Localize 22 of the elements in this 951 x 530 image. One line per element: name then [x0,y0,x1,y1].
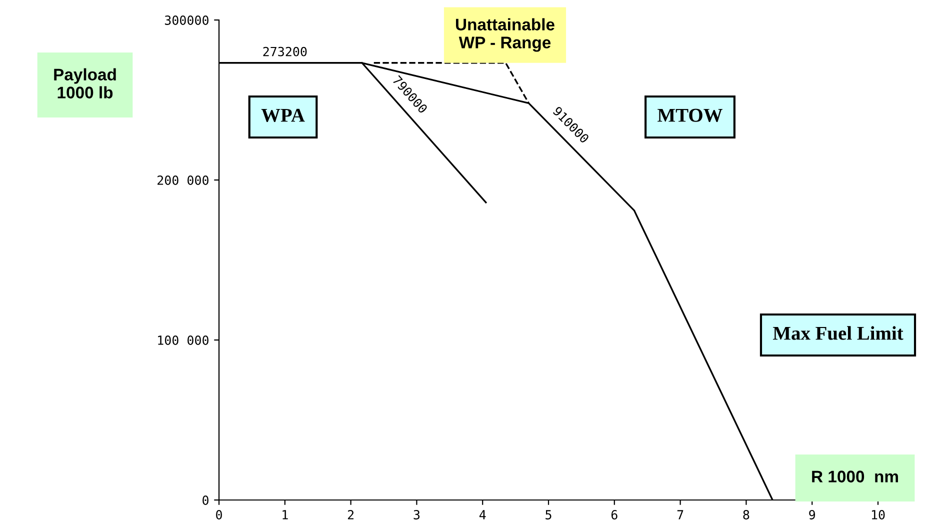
x-tick-label: 8 [743,510,750,520]
annotation: WPA [261,108,305,122]
x-tick-label: 3 [414,510,420,520]
x-axis-title: R 1000 nm [812,470,898,482]
y-tick-label: 200 000 [158,176,208,185]
y-tick-label: 300000 [164,16,208,25]
annotation: Unattainable WP - Range [456,18,554,52]
x-tick-label: 4 [479,510,486,520]
x-tick-label: 2 [348,510,354,520]
x-tick-label: 9 [809,510,816,520]
y-tick-label: 100 000 [158,336,208,345]
x-tick-label: 6 [611,510,618,520]
x-tick-label: 7 [677,510,684,520]
y-tick-label: 0 [202,496,208,505]
x-tick-label: 1 [282,510,288,520]
annotation: 273200 [263,46,307,56]
y-axis-title: Payload 1000 lb [54,68,116,98]
x-tick-label: 10 [872,510,885,520]
annotation: Max Fuel Limit [772,326,904,340]
x-tick-label: 5 [546,510,552,520]
x-tick-label: 0 [216,510,222,520]
annotation: MTOW [658,108,722,122]
